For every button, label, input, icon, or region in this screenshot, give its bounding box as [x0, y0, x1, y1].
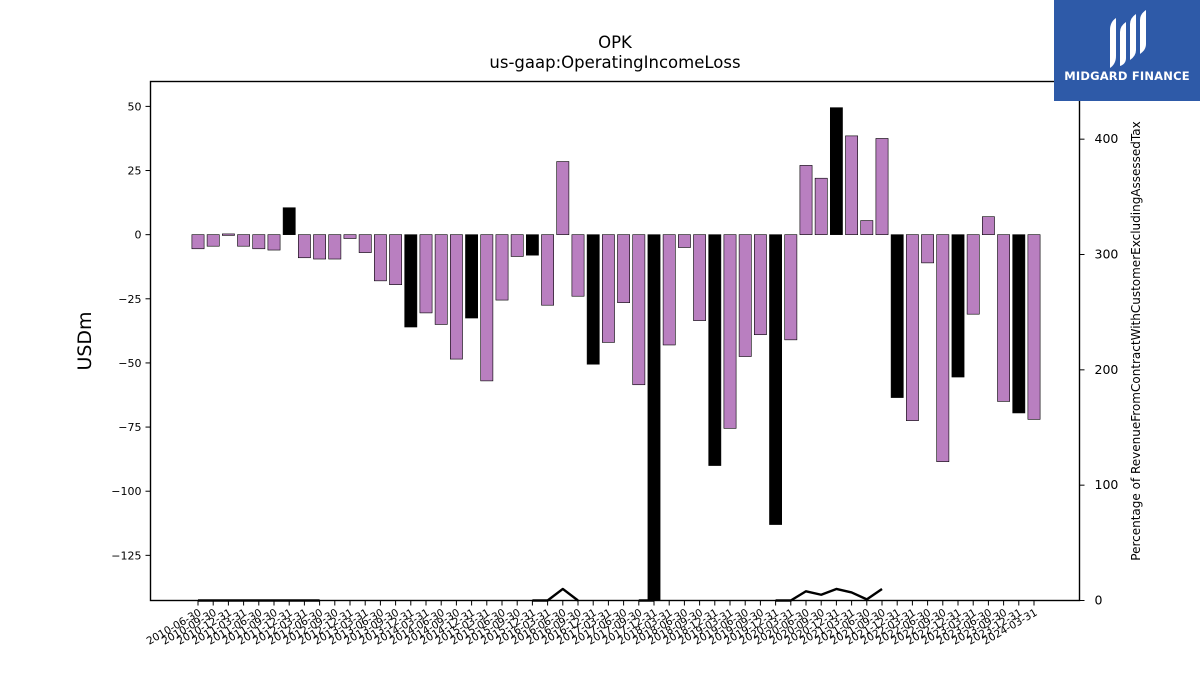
bar [480, 234, 494, 382]
bar [206, 234, 220, 247]
bar [343, 234, 357, 239]
right-y-tick-label: 0 [1095, 593, 1103, 608]
bar [373, 234, 387, 282]
y-tick-label: −100 [111, 485, 141, 498]
bar [890, 234, 904, 398]
y-tick-label: −50 [118, 357, 141, 370]
bar [981, 216, 995, 235]
bar [389, 234, 402, 285]
bar [708, 234, 722, 466]
bar [313, 234, 326, 260]
right-y-axis: 0 100 200 300 400 [1079, 131, 1119, 608]
bar [586, 234, 600, 365]
right-y-axis-label: Percentage of RevenueFromContractWithCus… [1129, 121, 1143, 560]
bar [556, 161, 570, 235]
bar [677, 234, 691, 248]
bar [495, 234, 509, 301]
bar [829, 107, 843, 235]
bar [799, 165, 813, 235]
bar [434, 234, 448, 325]
chart-subtitle: us-gaap:OperatingIncomeLoss [489, 53, 740, 72]
bar [875, 138, 889, 235]
bar [297, 234, 311, 259]
bar [814, 177, 828, 235]
bar [465, 234, 478, 319]
bar [951, 234, 965, 378]
bar [769, 234, 782, 525]
bar [328, 234, 342, 260]
bar [936, 234, 950, 463]
bar [617, 234, 630, 303]
bar [845, 135, 858, 235]
right-y-tick-label: 200 [1095, 362, 1119, 377]
plot-frame [149, 80, 1081, 602]
line-series [198, 589, 988, 601]
bar [510, 234, 524, 257]
bar-group [191, 107, 1041, 601]
bar [601, 234, 615, 343]
bar [860, 220, 874, 235]
bar [997, 234, 1010, 402]
bar [404, 234, 418, 328]
bar [358, 234, 372, 253]
bar [753, 234, 767, 336]
bar [905, 234, 919, 421]
bar [738, 234, 752, 357]
bar [662, 234, 676, 346]
bar [541, 234, 554, 306]
bar [237, 234, 250, 247]
bar [449, 234, 463, 360]
bar [921, 234, 934, 264]
bar [267, 234, 281, 251]
left-y-axis: 50 25 0 −25 −50 −75 −100 −125 [111, 100, 151, 562]
bar [191, 234, 205, 250]
right-y-tick-label: 300 [1095, 247, 1119, 262]
bar [693, 234, 706, 321]
bar [632, 234, 646, 386]
bar [252, 234, 266, 250]
y-tick-label: 25 [128, 165, 142, 178]
line-path [198, 589, 988, 601]
bar [222, 233, 235, 236]
y-tick-label: −75 [118, 421, 141, 434]
bar [966, 234, 980, 315]
y-axis-label: USDm [74, 311, 96, 370]
midgard-logo-icon [1110, 10, 1146, 68]
x-axis: 2010-06-302010-09-302010-12-312011-03-31… [145, 600, 1040, 648]
bar [1027, 234, 1041, 420]
right-y-tick-label: 400 [1095, 131, 1119, 146]
right-y-tick-label: 100 [1095, 477, 1119, 492]
bar [525, 234, 539, 256]
bar [571, 234, 585, 297]
bar [419, 234, 433, 314]
y-tick-label: 50 [128, 100, 142, 113]
brand-name: MIDGARD FINANCE [1064, 69, 1190, 83]
chart-title: OPK [598, 33, 633, 52]
bar [282, 207, 296, 235]
bar [784, 234, 798, 341]
bar [647, 234, 661, 601]
y-tick-label: 0 [135, 229, 142, 242]
y-tick-label: −25 [118, 293, 141, 306]
bar [1012, 234, 1026, 414]
bar [723, 234, 737, 429]
brand-logo: MIDGARD FINANCE [1054, 0, 1200, 101]
y-tick-label: −125 [111, 549, 141, 562]
